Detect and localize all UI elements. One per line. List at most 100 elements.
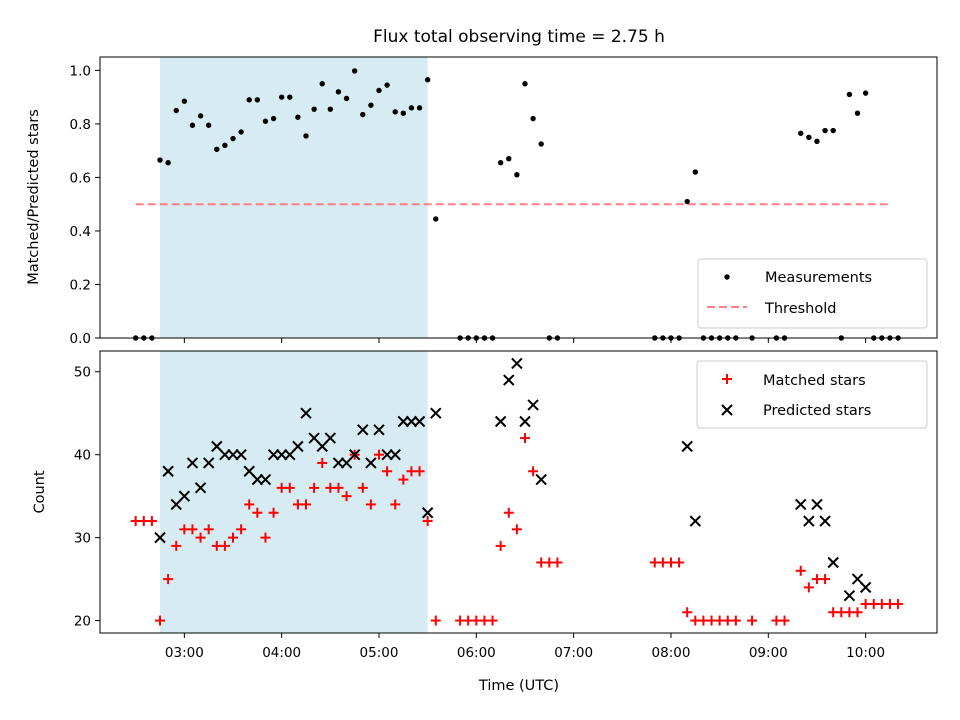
x-tick-label: 10:00 (846, 645, 885, 661)
measurement-point (530, 115, 536, 122)
top-y-tick-label: 0.4 (70, 224, 91, 240)
measurement-point (181, 98, 188, 104)
bottom-y-ticks: 20 30 40 50 (74, 365, 100, 630)
measurement-point (270, 115, 277, 122)
legend-plus-mark (722, 374, 732, 384)
measurement-point (862, 90, 869, 96)
measurement-point (189, 122, 196, 128)
matched-star-point (747, 615, 758, 626)
measurement-point (684, 198, 690, 205)
matched-stars-points (130, 433, 904, 626)
observing-window-shade-bottom (160, 351, 428, 633)
legend-predicted-marker (721, 404, 733, 416)
predicted-star-point (154, 531, 166, 544)
measurement-point (854, 110, 861, 116)
predicted-star-point (827, 556, 839, 569)
matched-star-point (674, 557, 685, 568)
measurement-point (254, 97, 261, 103)
measurement-point (798, 130, 804, 136)
matched-star-point (820, 574, 831, 585)
measurement-point (424, 77, 431, 83)
matched-star-point (357, 482, 368, 493)
predicted-star-point (178, 490, 191, 502)
measurement-point (327, 106, 334, 112)
predicted-star-point (519, 415, 531, 428)
measurement-point (384, 82, 390, 88)
chart-title: Flux total observing time = 2.75 h (373, 27, 665, 47)
matched-star-point (163, 574, 174, 585)
predicted-star-point (381, 448, 393, 461)
measurement-point (822, 127, 828, 134)
matched-star-point (252, 507, 263, 518)
predicted-star-point (397, 415, 410, 428)
predicted-star-point (535, 473, 547, 486)
measurement-point (506, 155, 512, 162)
x-tick-label: 06:00 (457, 645, 496, 661)
top-y-axis-label: Matched/Predicted stars (26, 109, 42, 285)
bottom-panel: 03:00 04:00 05:00 06:00 07:00 08:00 09:00 10:00… (32, 350, 938, 694)
measurement-point (246, 97, 252, 103)
matched-star-point (187, 524, 198, 535)
predicted-star-point (803, 515, 815, 527)
measurement-points (132, 68, 901, 341)
bottom-y-tick-label: 20 (74, 614, 91, 630)
bottom-y-tick-label: 30 (74, 531, 91, 547)
matched-star-point (511, 524, 522, 535)
measurement-point (433, 216, 439, 222)
x-tick-label: 03:00 (165, 645, 204, 661)
measurement-point (814, 138, 820, 144)
bottom-y-axis-label: Count (32, 470, 48, 513)
matched-star-point (268, 507, 279, 518)
bottom-legend: Matched stars Predicted stars (696, 360, 928, 429)
predicted-star-point (389, 448, 401, 461)
matched-star-point (803, 582, 814, 593)
predicted-star-point (259, 473, 272, 486)
predicted-star-point (194, 482, 207, 494)
matched-star-point (374, 449, 384, 460)
predicted-star-point (681, 440, 693, 453)
x-tick-label: 04:00 (262, 645, 301, 661)
predicted-star-point (373, 424, 385, 436)
measurement-point (343, 95, 350, 102)
measurement-point (205, 122, 212, 128)
top-plot-frame (99, 56, 938, 339)
matched-star-point (422, 516, 433, 527)
matched-star-point (487, 615, 498, 626)
predicted-star-point (292, 440, 304, 453)
x-tick-label: 09:00 (749, 645, 788, 661)
predicted-star-point (430, 407, 442, 419)
measurement-point (806, 134, 812, 140)
top-y-tick-label: 0.2 (70, 277, 91, 293)
matched-star-point (552, 557, 563, 568)
matched-star-point (195, 532, 206, 543)
matched-star-point (236, 524, 247, 535)
matched-star-point (779, 615, 790, 626)
bottom-y-tick-label: 50 (74, 365, 91, 381)
matched-star-point (795, 565, 806, 576)
measurement-point (400, 110, 407, 116)
matched-star-point (528, 466, 539, 477)
legend-x-mark (721, 404, 733, 416)
x-tick-label: 07:00 (554, 645, 593, 661)
measurement-point (830, 127, 836, 134)
matched-star-point (260, 532, 271, 543)
x-tick-label: 05:00 (360, 645, 399, 661)
measurement-point (416, 105, 423, 111)
measurement-point (846, 91, 853, 98)
matched-star-point (365, 499, 376, 510)
observing-window-shade-top (160, 57, 428, 338)
predicted-star-point (186, 457, 199, 469)
bottom-plot-frame (99, 350, 938, 634)
predicted-star-point (819, 515, 831, 527)
measurement-point (514, 172, 520, 178)
matched-star-point (519, 433, 530, 444)
matched-star-point (171, 540, 182, 551)
matched-star-point (414, 466, 425, 477)
predicted-star-point (267, 448, 280, 461)
predicted-stars-points (154, 357, 872, 602)
legend-measurements-label: Measurements (765, 270, 872, 286)
bottom-x-ticks: 03:00 04:00 05:00 06:00 07:00 08:00 09:00 10:00 (165, 633, 885, 661)
legend-predicted-label: Predicted stars (763, 403, 871, 419)
legend-matched-marker (722, 374, 732, 384)
legend-matched-label: Matched stars (763, 373, 866, 389)
